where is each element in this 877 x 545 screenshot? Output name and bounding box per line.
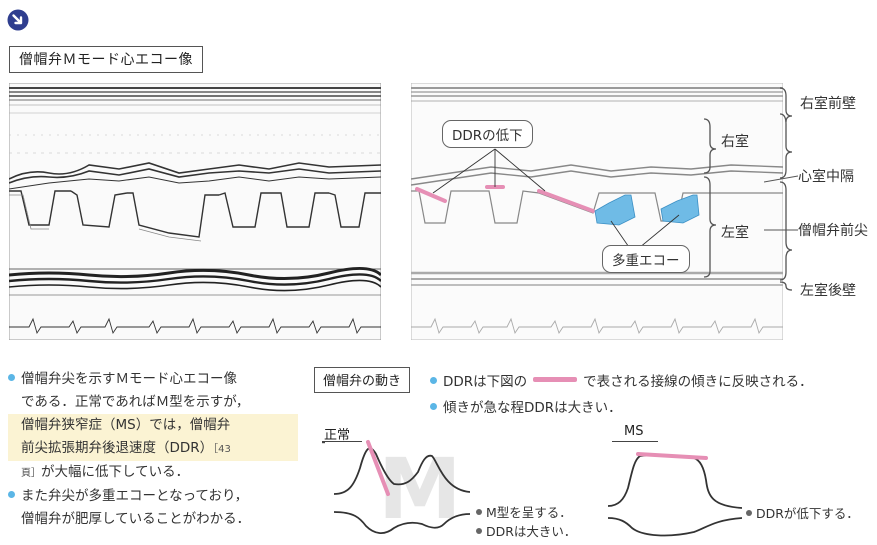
normal-label: 正常 [324,428,351,443]
normal-note-2: DDRは大きい． [476,521,576,540]
page-title: 僧帽弁Ｍモード心エコー像 [9,46,203,73]
ms-mitral-motion-diagram [608,452,742,537]
label-left-ventricle: 左室 [721,225,749,241]
mmode-image-ms-traced [411,83,783,340]
multi-echo-callout: 多重エコー [602,245,690,273]
normal-label-underline [322,441,362,442]
motion-bullet-1: DDRは下図の で表される接線の傾きに反映される． [430,370,813,390]
ddr-drop-callout: DDRの低下 [442,120,533,148]
normal-note-1: M型を呈する． [476,502,572,521]
ms-ddr-tangent [636,452,708,460]
label-right-ventricle: 右室 [721,134,749,150]
description-text: 僧帽弁尖を示すＭモード心エコー像 である．正常であればＭ型を示すが， 僧帽弁狭窄… [8,368,298,531]
label-rv-anterior-wall: 右室前壁 [800,96,856,112]
label-septum: 心室中隔 [798,169,854,185]
ms-label: MS [624,424,644,439]
pink-tangent-legend [533,377,578,382]
bullet-icon [430,377,437,384]
motion-bullet-2: 傾きが急な程DDRは大きい． [430,396,622,416]
bullet-icon [8,491,15,498]
normal-mitral-motion-diagram: M [334,440,470,538]
arrow-down-right-icon[interactable] [7,9,29,31]
inner-brackets [703,118,717,278]
ddr-tangent-3 [537,189,595,213]
normal-ddr-tangent [366,440,390,496]
motion-title: 僧帽弁の動き [314,367,411,393]
ms-label-underline [612,441,658,442]
mmode-image-normal-view [9,83,381,340]
label-lv-posterior-wall: 左室後壁 [800,283,856,299]
ms-note-1: DDRが低下する． [746,503,859,522]
bullet-icon [8,374,15,381]
label-mitral-tip: 僧帽弁前尖 [798,223,868,239]
pointer-lines [764,175,798,231]
ddr-tangent-1 [415,187,447,203]
anatomy-brackets [779,87,793,291]
multi-echo-2 [660,194,700,224]
bullet-icon [430,403,437,410]
multi-echo-1 [594,194,636,226]
